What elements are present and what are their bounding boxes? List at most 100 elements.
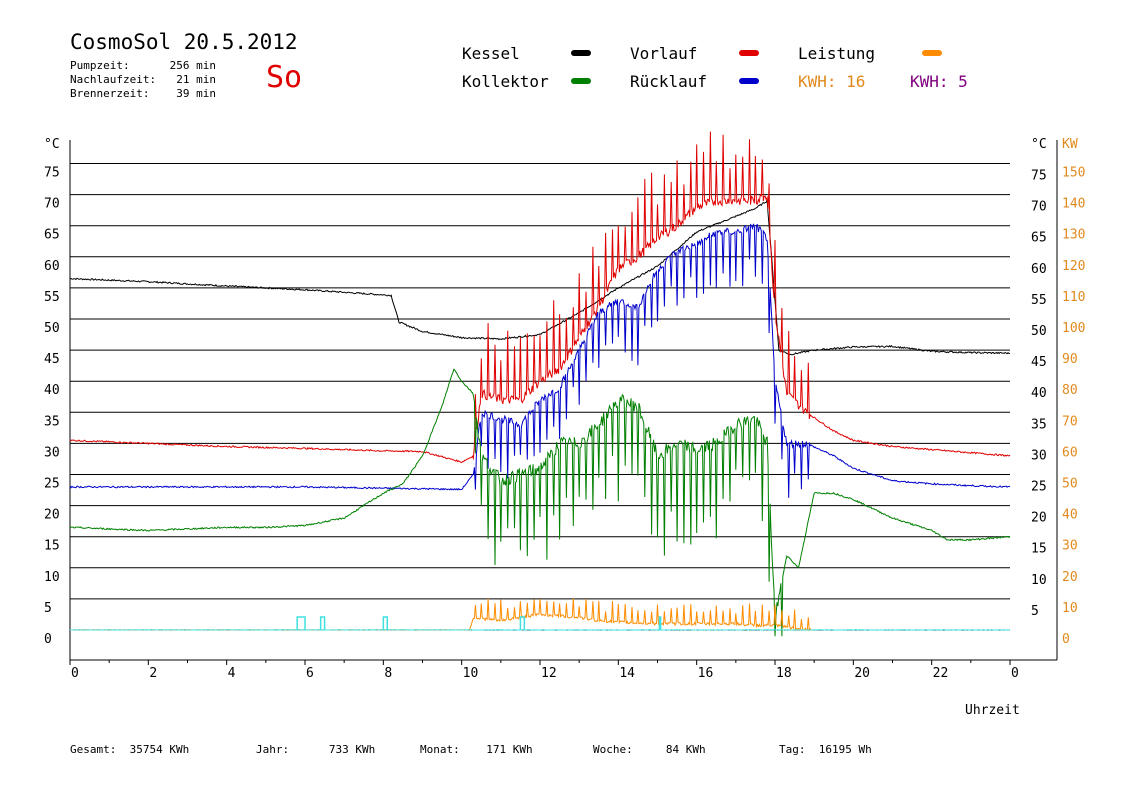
x-tick-label: 20	[854, 666, 870, 681]
series-line	[69, 131, 1011, 464]
footer-value: 733 KWh	[328, 743, 376, 756]
power-axis-unit: KW	[1062, 137, 1078, 152]
page-title: CosmoSol 20.5.2012	[70, 30, 298, 54]
y-tick-label-right: 60	[1031, 262, 1047, 277]
footer-value: 171 KWh	[486, 743, 533, 756]
y-tick-label-right: 70	[1031, 200, 1047, 215]
legend-kollektor-swatch	[571, 78, 591, 84]
y-axis-unit-left: °C	[44, 137, 60, 152]
y-tick-label-left: 20	[44, 508, 60, 523]
y-tick-label-right: 45	[1031, 355, 1047, 370]
stat-pumpzeit: Pumpzeit: 256 min	[70, 59, 216, 72]
y-tick-label-right: 10	[1031, 573, 1047, 588]
kwh-value: 16	[846, 72, 866, 91]
footer-label: Gesamt:	[70, 743, 117, 756]
y-tick-label-right: 75	[1031, 169, 1047, 184]
y-tick-label-left: 50	[44, 321, 60, 336]
kwh-label: KWH:	[798, 72, 837, 91]
legend-leistung-swatch	[922, 50, 942, 56]
power-tick-label: 30	[1062, 539, 1078, 554]
legend-kwh-orange: KWH: 16	[798, 72, 865, 91]
y-tick-label-left: 0	[44, 632, 52, 647]
stat-label: Nachlaufzeit:	[70, 73, 157, 86]
y-tick-label-right: 20	[1031, 511, 1047, 526]
y-tick-label-left: 60	[44, 259, 60, 274]
y-tick-label-right: 40	[1031, 386, 1047, 401]
y-tick-label-right: 15	[1031, 542, 1047, 557]
footer-label: Tag:	[779, 743, 806, 756]
footer-value: 35754 KWh	[129, 743, 190, 756]
weekday-label: So	[266, 60, 303, 95]
x-tick-label: 18	[776, 666, 792, 681]
stat-value: 256 min	[169, 59, 216, 72]
stat-value: 39 min	[176, 87, 216, 100]
y-tick-label-right: 50	[1031, 324, 1047, 339]
power-tick-label: 80	[1062, 383, 1078, 398]
x-tick-label: 14	[619, 666, 635, 681]
legend-kessel-label: Kessel	[462, 44, 520, 63]
y-tick-label-left: 65	[44, 228, 60, 243]
y-tick-label-left: 25	[44, 477, 60, 492]
footer-jahr: Jahr: 733 KWh	[256, 743, 375, 756]
x-tick-label: 8	[384, 666, 392, 681]
y-tick-label-right: 35	[1031, 417, 1047, 432]
y-axis-unit-right: °C	[1031, 137, 1047, 152]
burner-pulse	[382, 616, 388, 630]
y-tick-label-left: 40	[44, 383, 60, 398]
y-tick-label-left: 70	[44, 197, 60, 212]
stat-label: Pumpzeit:	[70, 59, 130, 72]
power-tick-label: 40	[1062, 508, 1078, 523]
y-tick-label-left: 30	[44, 445, 60, 460]
legend-leistung-label: Leistung	[798, 44, 876, 63]
footer-tag: Tag: 16195 Wh	[779, 743, 872, 756]
power-tick-label: 20	[1062, 570, 1078, 585]
y-tick-label-right: 30	[1031, 448, 1047, 463]
stat-brennerzeit: Brennerzeit: 39 min	[70, 87, 216, 100]
power-tick-label: 0	[1062, 632, 1070, 647]
footer-label: Woche:	[593, 743, 633, 756]
burner-pulse	[296, 616, 306, 630]
y-tick-label-left: 5	[44, 601, 52, 616]
power-tick-label: 100	[1062, 321, 1085, 336]
series-line	[69, 223, 1010, 498]
power-tick-label: 110	[1062, 290, 1085, 305]
burner-pulse	[658, 616, 662, 630]
x-tick-label: 0	[1011, 666, 1019, 681]
footer-value: 16195 Wh	[818, 743, 872, 756]
x-tick-label: 16	[698, 666, 714, 681]
footer-monat: Monat: 171 KWh	[420, 743, 533, 756]
x-tick-label: 0	[71, 666, 79, 681]
footer-gesamt: Gesamt: 35754 KWh	[70, 743, 189, 756]
power-tick-label: 120	[1062, 259, 1085, 274]
power-tick-label: 70	[1062, 414, 1078, 429]
y-tick-label-right: 65	[1031, 231, 1047, 246]
power-tick-label: 150	[1062, 166, 1085, 181]
legend-ruecklauf-swatch	[739, 78, 759, 84]
stat-nachlaufzeit: Nachlaufzeit: 21 min	[70, 73, 216, 86]
stat-value: 21 min	[176, 73, 216, 86]
power-tick-label: 10	[1062, 601, 1078, 616]
y-tick-label-right: 25	[1031, 480, 1047, 495]
kwh-value: 5	[958, 72, 968, 91]
y-tick-label-left: 45	[44, 352, 60, 367]
x-tick-label: 6	[306, 666, 314, 681]
legend-vorlauf-swatch	[739, 50, 759, 56]
power-tick-label: 130	[1062, 228, 1085, 243]
burner-pulse	[519, 616, 526, 630]
power-tick-label: 50	[1062, 477, 1078, 492]
x-axis-label: Uhrzeit	[965, 703, 1020, 718]
x-tick-label: 12	[541, 666, 557, 681]
power-tick-label: 90	[1062, 352, 1078, 367]
y-tick-label-left: 15	[44, 539, 60, 554]
legend-vorlauf-label: Vorlauf	[630, 44, 698, 63]
y-tick-label-left: 75	[44, 166, 60, 181]
legend-kollektor-label: Kollektor	[462, 72, 549, 91]
footer-woche: Woche: 84 KWh	[593, 743, 706, 756]
footer-label: Monat:	[420, 743, 460, 756]
x-tick-label: 4	[228, 666, 236, 681]
y-tick-label-right: 5	[1031, 604, 1039, 619]
power-tick-label: 60	[1062, 445, 1078, 460]
y-tick-label-left: 55	[44, 290, 60, 305]
kwh-label: KWH:	[910, 72, 949, 91]
